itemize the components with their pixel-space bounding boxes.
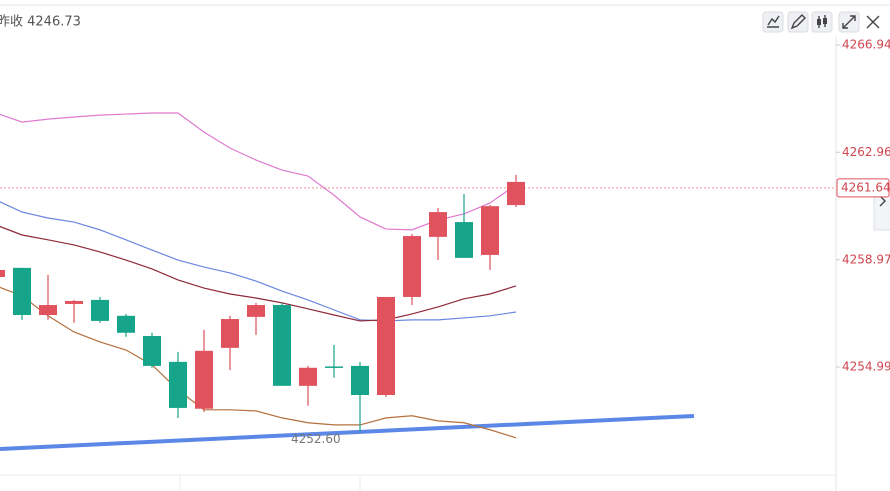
candle-body: [117, 315, 135, 333]
candle-body: [247, 305, 265, 317]
candle-body: [273, 305, 291, 386]
last-price-box: [836, 178, 890, 198]
candle-body: [351, 365, 369, 395]
candle-body: [221, 319, 239, 348]
candle-body: [455, 222, 473, 258]
moving-average: [0, 201, 517, 322]
candle-body: [403, 236, 421, 297]
candle-body: [325, 366, 343, 368]
trend-line: [0, 414, 695, 451]
annotation: 4252.60: [291, 432, 341, 446]
line-tool-button[interactable]: [762, 11, 784, 33]
close-button[interactable]: [863, 12, 883, 32]
candle-body: [195, 350, 213, 409]
y-tick-label: 4262.96: [842, 145, 890, 159]
last-price-label: 4261.64: [841, 180, 890, 194]
expand-button[interactable]: [838, 11, 860, 33]
candle-body: [299, 367, 317, 386]
y-axis: 4266.94 4262.96 4258.97 4254.99 4261.64: [836, 38, 890, 373]
header-text: 昨收 4246.73: [0, 15, 81, 30]
plot-area: 4252.60: [0, 112, 836, 446]
candle-body: [91, 299, 109, 321]
toolbar: [762, 11, 883, 33]
y-tick-label: 4258.97: [842, 252, 890, 266]
candle-body: [169, 361, 187, 408]
y-tick-label: 4254.99: [842, 359, 890, 373]
draw-tool-button[interactable]: [787, 11, 809, 33]
moving-average: [0, 225, 517, 322]
candle-body: [481, 206, 499, 255]
candle-body: [13, 267, 31, 315]
candle-tool-button[interactable]: [811, 11, 833, 33]
candle-body: [39, 305, 57, 315]
y-tick-label: 4266.94: [842, 38, 890, 52]
moving-average: [0, 286, 517, 439]
candle-body: [0, 270, 5, 278]
candle-body: [143, 336, 161, 366]
candle-body: [429, 212, 447, 237]
candle-body: [65, 300, 83, 304]
candle-body: [507, 181, 525, 206]
candle-body: [377, 296, 395, 395]
